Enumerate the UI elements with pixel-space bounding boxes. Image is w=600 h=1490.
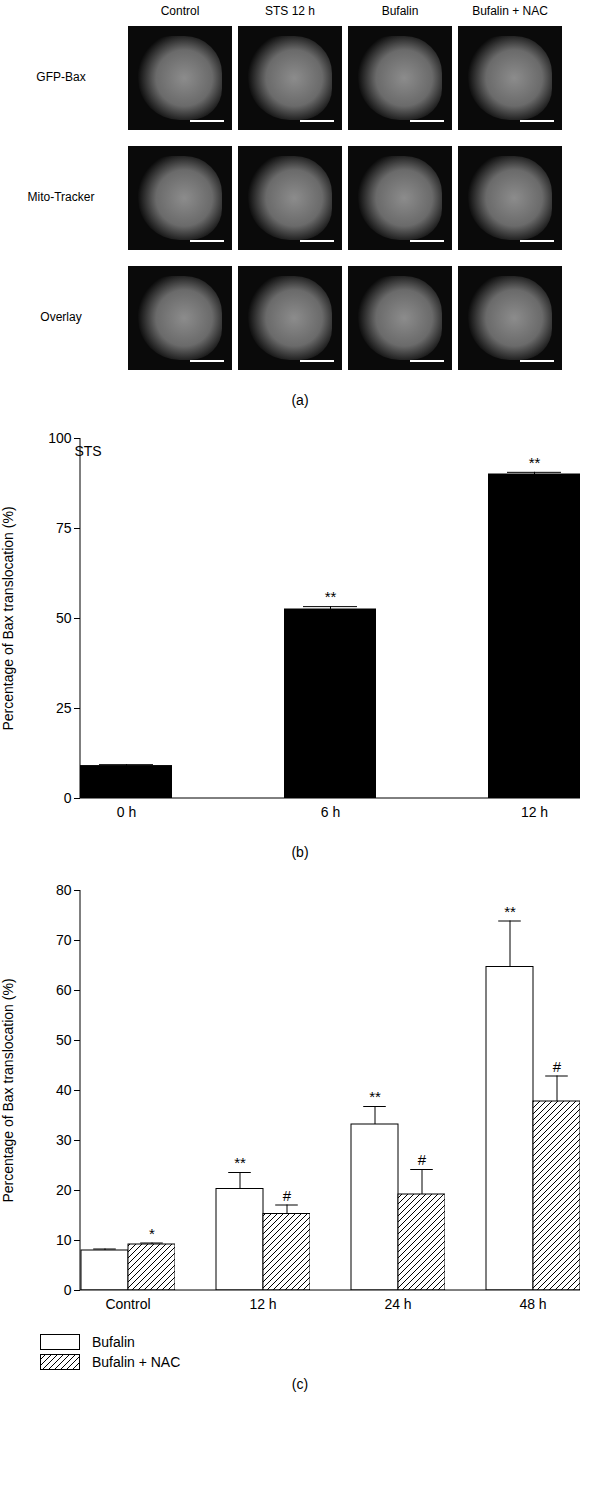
html-text:GFP-Bax: GFP-Bax: [36, 70, 86, 84]
svg-text:0: 0: [64, 790, 72, 806]
html-text:Control: Control: [160, 4, 200, 18]
html-text:Overlay: Overlay: [40, 310, 82, 324]
svg-text:70: 70: [56, 932, 72, 948]
svg-text:60: 60: [56, 982, 72, 998]
svg-text:#: #: [418, 1151, 427, 1168]
html-text:(a): (a): [291, 392, 309, 408]
svg-text:12 h: 12 h: [521, 804, 548, 820]
svg-text:100: 100: [48, 430, 72, 446]
svg-text:0: 0: [64, 1282, 72, 1298]
html-text:Bufalin: Bufalin: [381, 4, 419, 18]
svg-text:**: **: [369, 1088, 381, 1105]
svg-text:30: 30: [56, 1132, 72, 1148]
html-text:(b): (b): [291, 844, 309, 860]
svg-text:10: 10: [56, 1232, 72, 1248]
svg-text:24 h: 24 h: [384, 1296, 411, 1312]
svg-text:Percentage of Bax translocatio: Percentage of Bax translocation (%): [0, 506, 16, 730]
svg-text:0 h: 0 h: [117, 804, 136, 820]
html-text:(c): (c): [291, 1376, 309, 1392]
svg-text:50: 50: [56, 1032, 72, 1048]
svg-text:75: 75: [56, 520, 72, 536]
svg-text:12 h: 12 h: [249, 1296, 276, 1312]
svg-text:80: 80: [56, 882, 72, 898]
svg-text:Percentage of Bax translocatio: Percentage of Bax translocation (%): [0, 978, 16, 1202]
html-text:Mito-Tracker: Mito-Tracker: [27, 190, 95, 204]
svg-text:50: 50: [56, 610, 72, 626]
svg-text:48 h: 48 h: [519, 1296, 546, 1312]
svg-text:**: **: [325, 588, 337, 605]
svg-text:Control: Control: [105, 1296, 150, 1312]
svg-text:40: 40: [56, 1082, 72, 1098]
svg-text:25: 25: [56, 700, 72, 716]
svg-text:6 h: 6 h: [321, 804, 340, 820]
svg-text:**: **: [529, 454, 541, 471]
svg-text:**: **: [234, 1154, 246, 1171]
svg-text:20: 20: [56, 1182, 72, 1198]
html-text:Bufalin + NAC: Bufalin + NAC: [92, 1354, 181, 1370]
svg-text:STS: STS: [74, 443, 101, 459]
svg-text:#: #: [283, 1187, 292, 1204]
html-text:Bufalin: Bufalin: [92, 1334, 135, 1350]
svg-text:**: **: [504, 903, 516, 920]
svg-text:*: *: [149, 1225, 155, 1242]
html-text:Bufalin + NAC: Bufalin + NAC: [472, 4, 548, 18]
html-text:STS 12 h: STS 12 h: [265, 4, 315, 18]
svg-text:#: #: [553, 1058, 562, 1075]
